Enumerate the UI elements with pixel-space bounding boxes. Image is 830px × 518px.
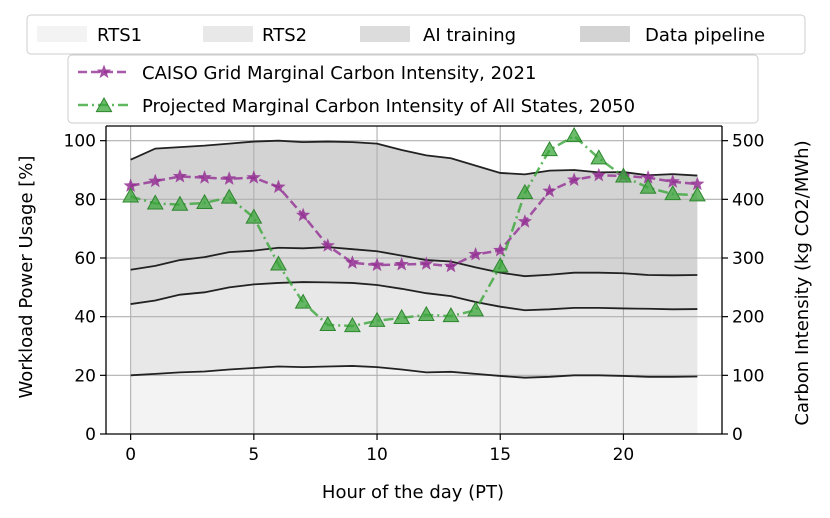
legend-swatch-ai-training — [360, 26, 410, 42]
x-tick-label-10: 10 — [366, 445, 388, 465]
boundary-data-pipeline — [130, 139, 698, 177]
y-axis-title: Workload Power Usage [%] — [16, 156, 37, 399]
legend-marker-projected — [95, 96, 113, 113]
point-star-13 — [443, 258, 459, 273]
series-caiso-grid-marginal-carbon-intensity-2021 — [123, 167, 705, 273]
stack-boundary-lines — [130, 139, 698, 379]
point-triangle-1 — [146, 194, 164, 210]
x-tick-label-15: 15 — [489, 445, 511, 465]
legend-label-rts1: RTS1 — [97, 25, 142, 46]
legend-lines: CAISO Grid Marginal Carbon Intensity, 20… — [67, 54, 759, 124]
point-star-14 — [468, 246, 483, 261]
point-triangle-0 — [122, 187, 140, 203]
y2-tick-label-200: 200 — [732, 308, 764, 328]
series-projected-marginal-carbon-intensity-of-all-states-2050 — [122, 126, 706, 333]
legend-label-rts2: RTS2 — [262, 25, 307, 46]
point-triangle-9 — [343, 317, 361, 333]
legend-swatch-data-pipeline — [580, 26, 630, 42]
point-triangle-12 — [417, 305, 435, 322]
point-star-22 — [665, 174, 680, 188]
x-tick-label-5: 5 — [248, 445, 259, 465]
y2-tick-label-0: 0 — [732, 425, 743, 445]
legend-areas: RTS1 RTS2 AI training Data pipeline — [26, 14, 806, 55]
point-star-5 — [246, 170, 261, 184]
y-tick-label-0: 0 — [85, 425, 96, 445]
point-triangle-22 — [664, 185, 682, 201]
y2-tick-label-400: 400 — [732, 190, 764, 210]
boundary-rts2 — [130, 281, 698, 312]
legend-marker-caiso — [96, 64, 112, 79]
area-ai-training — [130, 247, 698, 311]
legend-swatch-rts1 — [37, 26, 87, 42]
point-triangle-19 — [590, 149, 608, 165]
y-tick-label-40: 40 — [74, 308, 96, 328]
point-star-10 — [369, 257, 385, 272]
legend-swatch-rts2 — [203, 26, 253, 42]
legend-label-caiso: CAISO Grid Marginal Carbon Intensity, 20… — [142, 63, 536, 84]
legend-label-projected: Projected Marginal Carbon Intensity of A… — [142, 96, 635, 117]
y2-tick-label-100: 100 — [732, 366, 764, 386]
point-star-1 — [148, 173, 163, 188]
point-star-23 — [690, 176, 705, 191]
point-star-11 — [394, 256, 409, 271]
x-axis-title: Hour of the day (PT) — [322, 482, 504, 503]
point-star-15 — [493, 242, 508, 257]
point-triangle-18 — [565, 126, 583, 143]
x-tick-label-0: 0 — [125, 445, 136, 465]
point-star-2 — [172, 168, 188, 183]
point-star-3 — [197, 170, 212, 184]
area-data-pipeline — [130, 140, 698, 277]
y-tick-label-20: 20 — [74, 366, 96, 386]
point-triangle-14 — [467, 301, 485, 317]
carbon-lines — [122, 126, 706, 333]
point-triangle-3 — [196, 193, 214, 209]
point-triangle-21 — [639, 178, 657, 194]
point-triangle-7 — [294, 293, 312, 309]
y2-tick-label-300: 300 — [732, 249, 764, 269]
y2-tick-label-500: 500 — [732, 132, 764, 152]
boundary-ai-training — [130, 246, 698, 278]
point-star-7 — [295, 207, 311, 222]
point-star-12 — [419, 256, 434, 270]
point-triangle-6 — [270, 255, 287, 271]
area-rts2 — [130, 282, 698, 378]
point-star-6 — [271, 179, 286, 194]
point-star-17 — [542, 183, 557, 198]
point-star-9 — [345, 255, 360, 269]
point-star-18 — [567, 172, 582, 187]
point-triangle-8 — [319, 315, 337, 331]
x-tick-label-20: 20 — [613, 445, 635, 465]
point-triangle-15 — [491, 257, 509, 273]
point-triangle-5 — [245, 208, 263, 224]
y-tick-label-60: 60 — [74, 249, 96, 269]
point-triangle-23 — [688, 186, 706, 202]
point-star-4 — [222, 171, 237, 185]
point-triangle-2 — [171, 195, 189, 211]
point-star-19 — [591, 167, 606, 182]
point-triangle-17 — [541, 141, 558, 157]
point-star-16 — [517, 214, 533, 228]
point-triangle-4 — [220, 188, 238, 204]
point-triangle-10 — [368, 311, 386, 327]
y2-axis-title: Carbon Intensity (kg CO2/MWh) — [792, 140, 813, 425]
boundary-rts1 — [130, 365, 698, 379]
y-tick-label-80: 80 — [74, 190, 96, 210]
legend-label-data-pipeline: Data pipeline — [645, 25, 765, 46]
y-tick-label-100: 100 — [64, 132, 96, 152]
legend-label-ai-training: AI training — [423, 25, 516, 46]
stacked-areas — [130, 140, 698, 434]
point-triangle-11 — [393, 308, 411, 324]
point-triangle-13 — [442, 307, 460, 323]
axes — [105, 125, 723, 435]
point-star-21 — [640, 170, 656, 184]
point-star-0 — [123, 178, 138, 192]
point-triangle-20 — [614, 167, 632, 183]
area-rts1 — [130, 365, 698, 434]
point-star-8 — [320, 238, 335, 252]
point-triangle-16 — [516, 183, 534, 199]
